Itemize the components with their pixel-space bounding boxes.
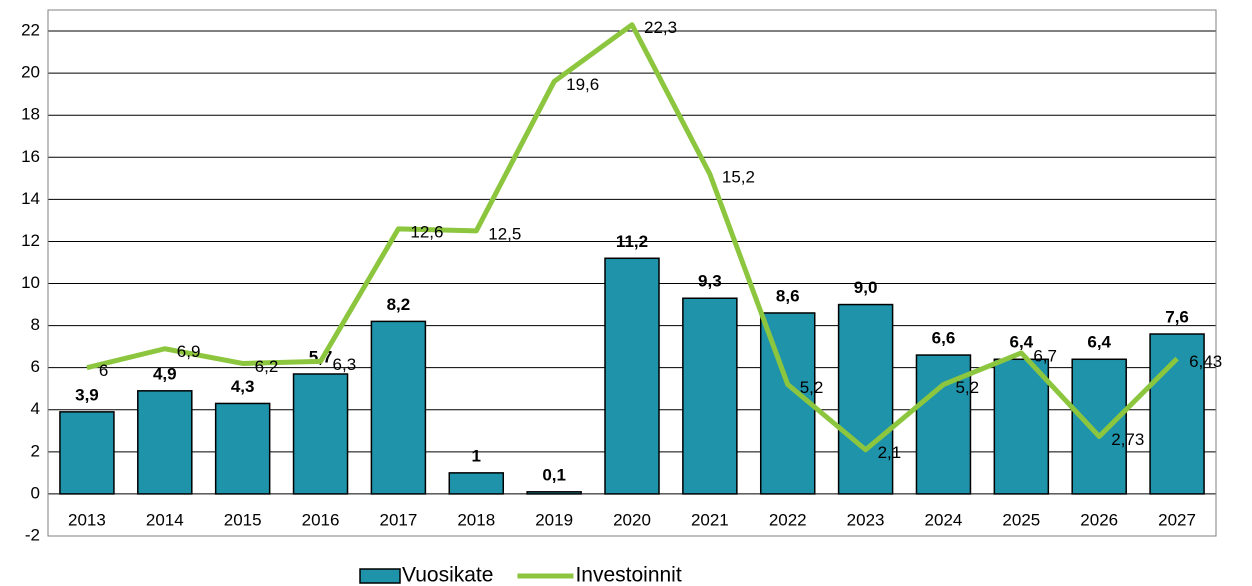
bar-value-label: 8,2 [387, 295, 411, 314]
bar [292, 373, 349, 495]
x-tick-label: 2020 [613, 510, 651, 529]
line-value-label: 6,7 [1033, 346, 1057, 365]
x-tick-label: 2022 [769, 510, 807, 529]
bar [448, 472, 505, 495]
bar [837, 303, 894, 495]
bar-value-label: 6,6 [932, 329, 956, 348]
bar-value-label: 11,2 [616, 232, 648, 251]
plot-border [47, 9, 1217, 537]
bar [137, 390, 193, 495]
legend-swatch [359, 568, 401, 584]
bar [682, 297, 738, 495]
line-value-label: 12,6 [410, 222, 443, 241]
bar [604, 257, 660, 495]
line-value-label: 2,73 [1111, 430, 1144, 449]
x-tick-label: 2021 [691, 510, 729, 529]
line-value-label: 6 [99, 361, 108, 380]
y-tick-label: 0 [31, 483, 40, 502]
bar [1149, 333, 1205, 495]
bar [993, 358, 1050, 495]
x-tick-label: 2023 [847, 510, 885, 529]
line-value-label: 6,2 [255, 357, 279, 376]
bar-value-label: 4,9 [153, 364, 177, 383]
x-tick-label: 2027 [1158, 510, 1196, 529]
bar-value-label: 8,6 [776, 286, 800, 305]
line-value-label: 5,2 [955, 378, 979, 397]
y-tick-label: 8 [31, 315, 40, 334]
x-tick-label: 2013 [68, 510, 106, 529]
x-tick-label: 2019 [535, 510, 573, 529]
y-tick-label: 14 [21, 189, 40, 208]
x-tick-label: 2015 [224, 510, 262, 529]
y-tick-label: 4 [31, 399, 40, 418]
y-tick-label: 6 [31, 357, 40, 376]
y-tick-label: 20 [21, 63, 40, 82]
bar-value-label: 4,3 [231, 377, 255, 396]
y-tick-label: 12 [21, 231, 40, 250]
x-tick-label: 2024 [925, 510, 963, 529]
x-tick-label: 2014 [146, 510, 184, 529]
bar-value-label: 9,3 [698, 272, 722, 291]
bar [1071, 358, 1127, 495]
bar-value-label: 0,1 [542, 465, 566, 484]
line-value-label: 12,5 [488, 224, 521, 243]
bar-value-label: 9,0 [854, 278, 878, 297]
bar-value-label: 6,4 [1010, 333, 1034, 352]
y-tick-label: 16 [21, 147, 40, 166]
legend-label: Vuosikate [402, 564, 493, 586]
y-tick-label: 10 [21, 273, 40, 292]
y-tick-label: 22 [21, 21, 40, 40]
x-tick-label: 2026 [1080, 510, 1118, 529]
bar [759, 312, 816, 495]
line-value-label: 2,1 [878, 443, 902, 462]
line-value-label: 22,3 [644, 18, 677, 37]
bar-value-label: 1 [472, 446, 481, 465]
y-tick-label: 2 [31, 441, 40, 460]
line-value-label: 6,43 [1189, 352, 1222, 371]
legend-label: Investoinnit [575, 564, 681, 586]
x-tick-label: 2016 [302, 510, 340, 529]
x-tick-label: 2018 [457, 510, 495, 529]
bar [526, 491, 582, 495]
bar-value-label: 3,9 [75, 385, 99, 404]
line [86, 22, 1179, 453]
bar-value-label: 7,6 [1165, 308, 1189, 327]
line-value-label: 5,2 [800, 378, 824, 397]
y-tick-label: -2 [25, 525, 40, 544]
line-value-label: 19,6 [566, 75, 599, 94]
x-tick-label: 2025 [1002, 510, 1040, 529]
bar [59, 411, 115, 495]
bar [370, 320, 427, 495]
y-tick-label: 18 [21, 105, 40, 124]
line-value-label: 15,2 [722, 168, 755, 187]
line-value-label: 6,3 [333, 355, 357, 374]
x-tick-label: 2017 [379, 510, 417, 529]
line-value-label: 6,9 [177, 342, 201, 361]
bar [214, 402, 271, 495]
bar-value-label: 6,4 [1087, 333, 1111, 352]
